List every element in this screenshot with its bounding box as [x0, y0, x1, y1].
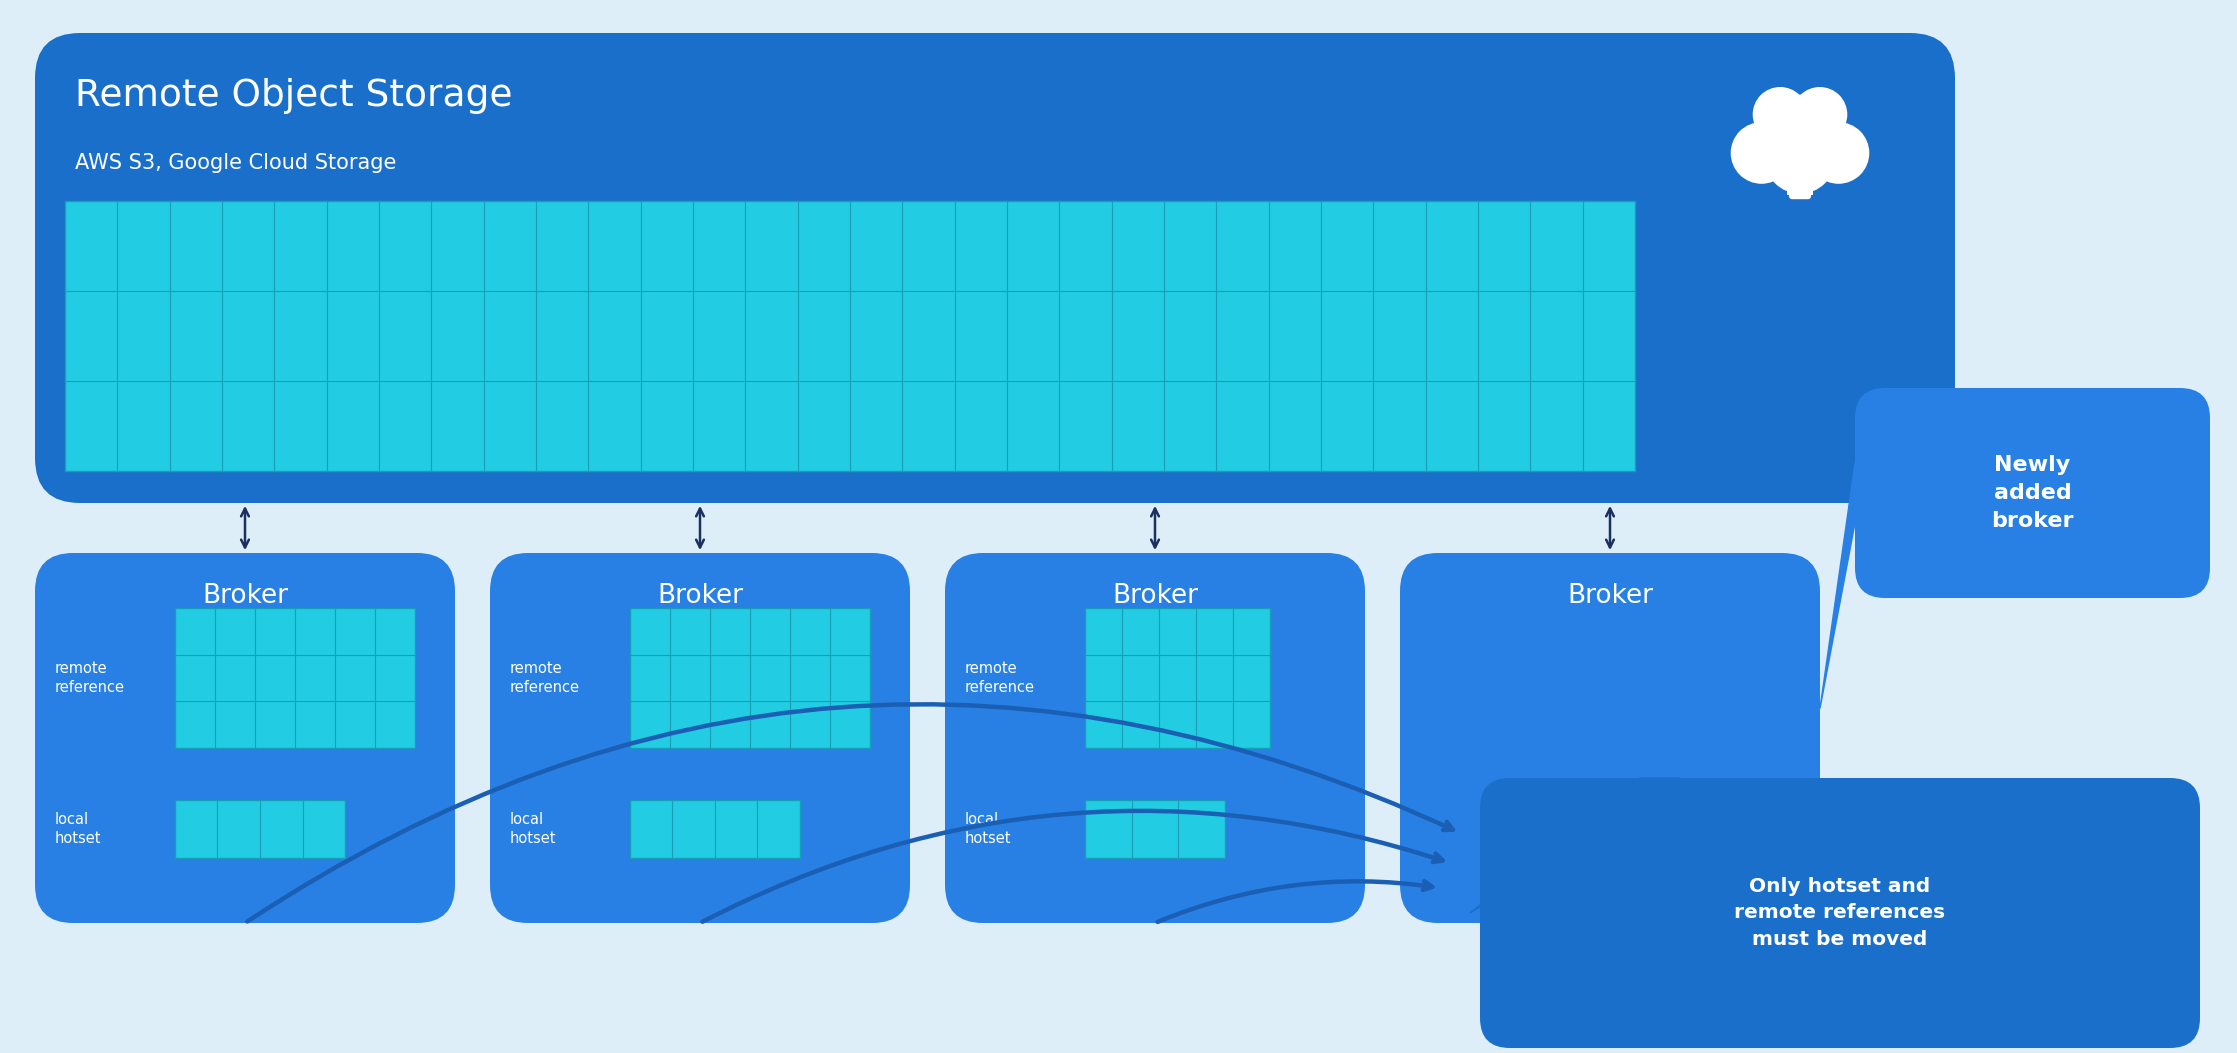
- Circle shape: [1807, 122, 1870, 184]
- FancyBboxPatch shape: [36, 553, 454, 923]
- Circle shape: [1749, 82, 1807, 141]
- Text: local
hotset: local hotset: [510, 812, 557, 847]
- Bar: [65, 201, 1635, 471]
- Text: Newly
added
broker: Newly added broker: [1991, 455, 2074, 531]
- Text: Broker: Broker: [201, 583, 289, 609]
- FancyBboxPatch shape: [944, 553, 1365, 923]
- FancyArrowPatch shape: [702, 811, 1443, 921]
- Bar: [1787, 173, 1814, 195]
- Circle shape: [1807, 120, 1875, 186]
- Text: local
hotset: local hotset: [56, 812, 101, 847]
- Circle shape: [1792, 82, 1850, 141]
- Text: remote
reference: remote reference: [964, 661, 1036, 695]
- Text: Only hotset and
remote references
must be moved: Only hotset and remote references must b…: [1734, 877, 1946, 949]
- Text: remote
reference: remote reference: [56, 661, 125, 695]
- Circle shape: [1758, 95, 1841, 178]
- FancyBboxPatch shape: [1481, 778, 2199, 1048]
- Bar: [174, 800, 344, 858]
- Text: AWS S3, Google Cloud Storage: AWS S3, Google Cloud Storage: [76, 153, 396, 173]
- FancyArrowPatch shape: [1157, 881, 1432, 922]
- Bar: [631, 608, 870, 748]
- Bar: [631, 800, 801, 858]
- Bar: [174, 608, 416, 748]
- Text: remote
reference: remote reference: [510, 661, 579, 695]
- FancyBboxPatch shape: [1854, 388, 2210, 598]
- Circle shape: [1792, 87, 1848, 142]
- Text: Broker: Broker: [1566, 583, 1653, 609]
- Text: Broker: Broker: [1112, 583, 1199, 609]
- Circle shape: [1765, 123, 1834, 194]
- Bar: [1085, 608, 1271, 748]
- FancyBboxPatch shape: [1790, 186, 1812, 199]
- Text: Remote Object Storage: Remote Object Storage: [76, 78, 512, 114]
- Polygon shape: [1821, 463, 1854, 709]
- Circle shape: [1731, 122, 1792, 184]
- Text: Broker: Broker: [658, 583, 743, 609]
- FancyBboxPatch shape: [490, 553, 910, 923]
- Text: local
hotset: local hotset: [964, 812, 1011, 847]
- FancyArrowPatch shape: [248, 704, 1454, 921]
- Polygon shape: [1470, 778, 1680, 913]
- Bar: [1763, 153, 1839, 179]
- Circle shape: [1725, 120, 1792, 186]
- Bar: [1085, 800, 1226, 858]
- FancyBboxPatch shape: [36, 33, 1955, 503]
- Circle shape: [1763, 121, 1839, 197]
- Circle shape: [1754, 91, 1846, 180]
- Bar: [1765, 153, 1834, 177]
- FancyBboxPatch shape: [1400, 553, 1821, 923]
- Circle shape: [1754, 87, 1807, 142]
